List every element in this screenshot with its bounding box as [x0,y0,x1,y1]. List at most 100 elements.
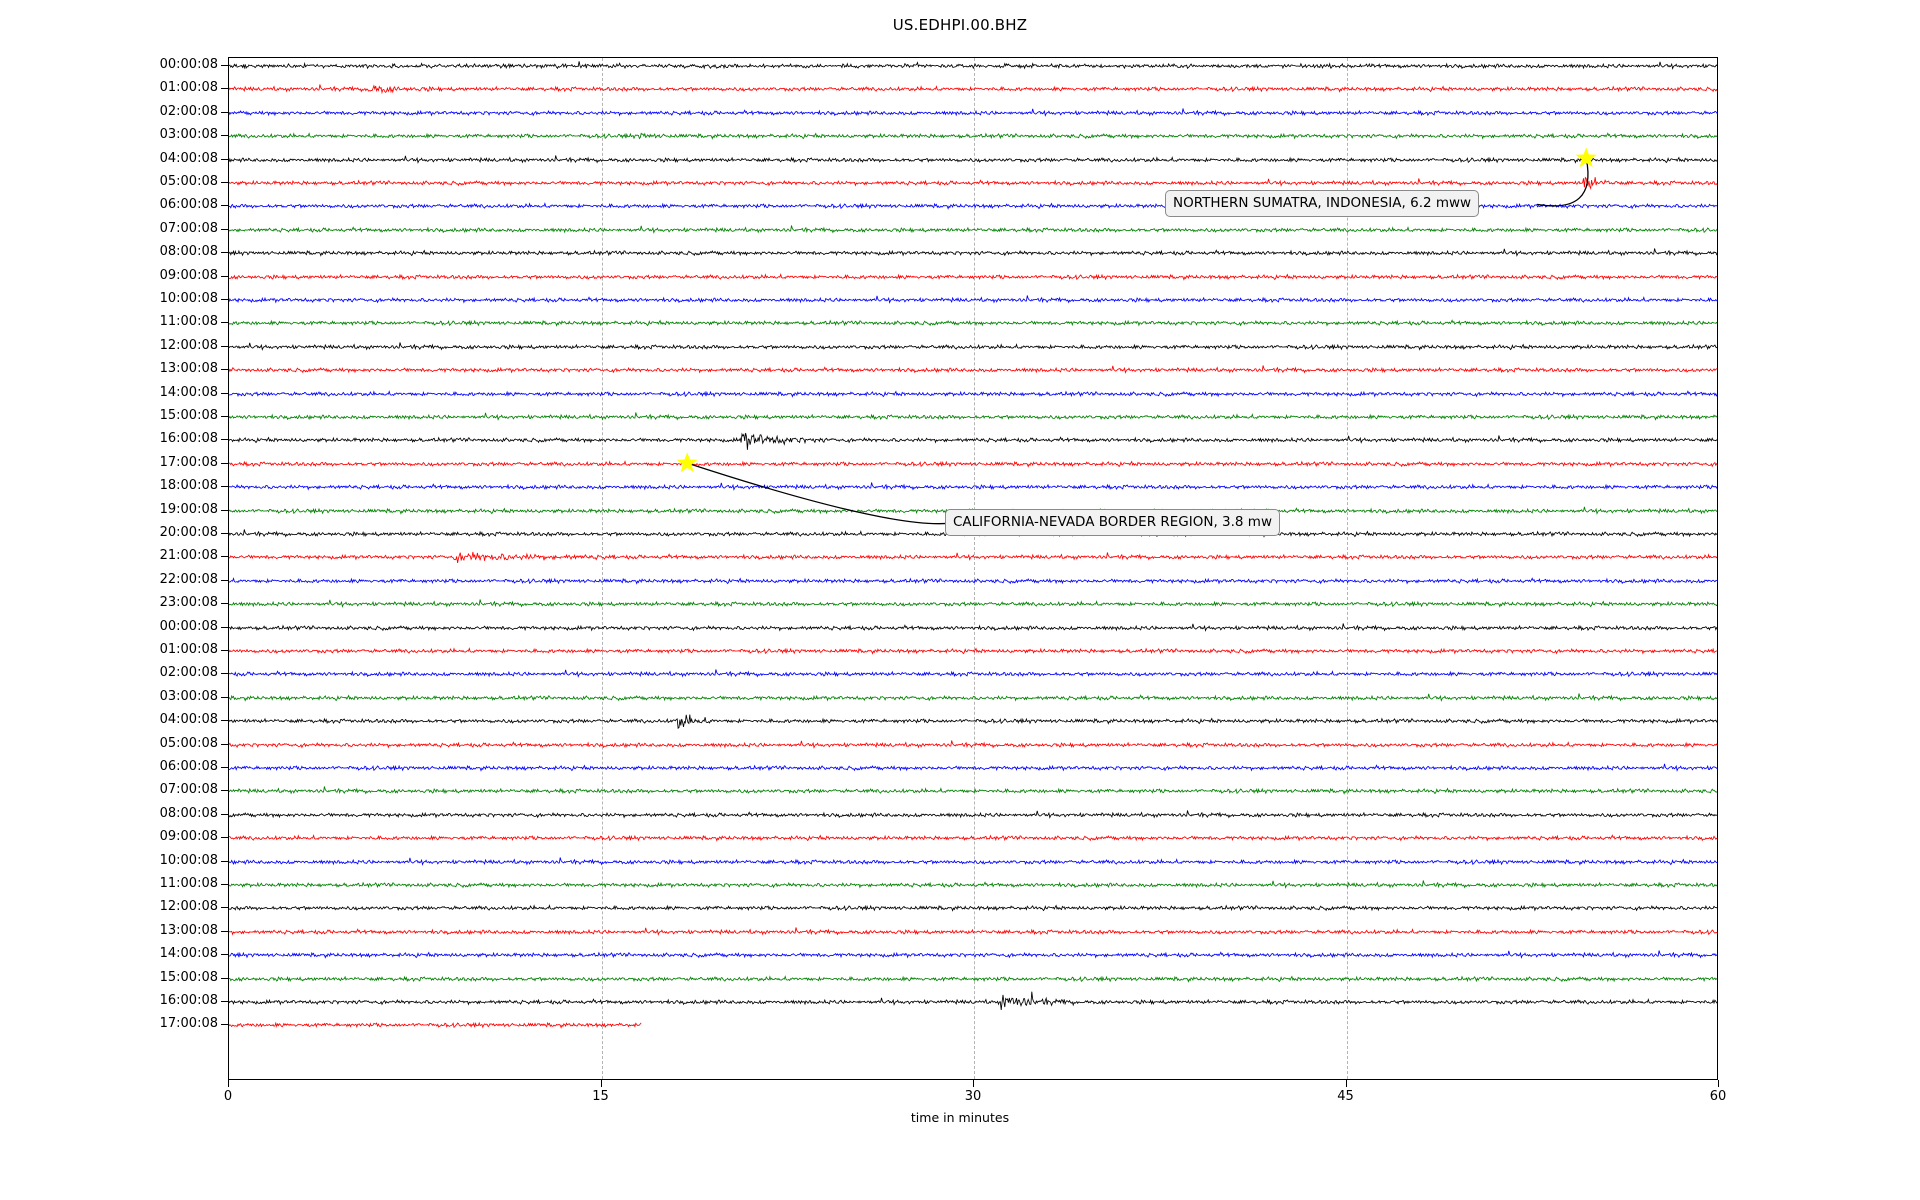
trace-path [229,389,1717,398]
trace-path [229,739,1717,749]
y-axis-tick-10 [221,299,229,300]
trace-row-26 [229,669,1717,679]
trace-path [229,834,1717,842]
y-axis-tick-label-29: 05:00:08 [159,735,218,751]
y-axis-tick-16 [221,439,229,441]
y-axis-tick-37 [221,930,229,932]
y-axis-tick-label-2: 02:00:08 [159,103,218,119]
star-shape [676,451,698,472]
x-axis-tick-label-60: 60 [1709,1089,1727,1104]
y-axis-tick-20 [221,533,229,534]
trace-row-31 [229,786,1717,796]
trace-row-32 [229,810,1717,819]
y-axis-tick-29 [221,743,229,745]
y-axis-tick-27 [221,696,229,698]
x-axis-tick-60 [1718,1080,1719,1087]
x-axis-tick-label-30: 30 [964,1089,982,1104]
grid-line-x-15 [601,58,603,1079]
trace-row-4 [229,154,1717,164]
trace-row-37 [229,927,1717,936]
page-title: US.EDHPI.00.BHZ [892,16,1028,34]
star-shape [1575,147,1597,168]
trace-row-5 [229,176,1717,191]
trace-row-41 [229,1021,642,1030]
y-axis-tick-label-31: 07:00:08 [159,782,218,798]
trace-path [229,248,1717,258]
y-axis-tick-label-23: 23:00:08 [159,595,218,611]
y-axis-tick-24 [221,626,229,628]
y-axis-tick-label-28: 04:00:08 [159,712,218,728]
trace-path [229,272,1717,281]
trace-row-15 [229,412,1717,421]
trace-path [229,61,1717,70]
y-axis-tick-label-20: 20:00:08 [159,525,218,540]
event-star-icon [1575,147,1597,168]
trace-path [229,669,1717,679]
trace-path [229,576,1717,585]
trace-path [229,856,1717,866]
y-axis-tick-label-10: 10:00:08 [159,291,218,306]
y-axis-tick-label-8: 08:00:08 [159,244,218,260]
trace-row-16 [229,432,1717,451]
y-axis-tick-label-32: 08:00:08 [159,805,218,821]
trace-path [229,714,1717,730]
y-axis-tick-label-21: 21:00:08 [159,548,218,564]
trace-path [229,84,1717,95]
annotation-leader-line-0 [1536,158,1589,207]
y-axis-tick-25 [221,650,229,651]
event-annotation-0[interactable]: NORTHERN SUMATRA, INDONESIA, 6.2 mww [1165,190,1480,217]
trace-path [229,552,1717,564]
y-axis-tick-8 [221,252,229,254]
y-axis-tick-31 [221,790,229,792]
grid-line-x-45 [1346,58,1348,1079]
plot-area [228,57,1718,1080]
trace-path [229,225,1717,234]
trace-row-39 [229,974,1717,983]
y-axis-tick-14 [221,392,229,394]
trace-row-14 [229,389,1717,398]
trace-row-34 [229,856,1717,866]
y-axis-tick-label-17: 17:00:08 [159,454,218,470]
y-axis-tick-40 [221,1001,229,1002]
trace-path [229,810,1717,819]
y-axis-tick-label-13: 13:00:08 [159,361,218,377]
y-axis-tick-label-11: 11:00:08 [159,314,218,330]
y-axis-tick-label-3: 03:00:08 [159,127,218,143]
y-axis-tick-label-38: 14:00:08 [159,946,218,962]
annotation-leader-line-1 [687,462,951,525]
plot-clip [229,58,1717,1079]
y-axis-tick-41 [221,1024,229,1026]
trace-row-35 [229,880,1717,889]
y-axis-tick-label-27: 03:00:08 [159,688,218,704]
trace-path [229,763,1717,772]
y-axis-tick-6 [221,205,229,207]
event-annotation-1[interactable]: CALIFORNIA-NEVADA BORDER REGION, 3.8 mw [945,509,1280,536]
y-axis-tick-label-7: 07:00:08 [159,220,218,236]
x-axis-tick-label-45: 45 [1337,1089,1354,1104]
trace-path [229,693,1717,702]
trace-row-7 [229,225,1717,234]
trace-path [229,904,1717,913]
y-axis-tick-label-41: 17:00:08 [159,1016,218,1032]
y-axis-tick-1 [221,88,229,90]
y-axis-tick-22 [221,579,229,581]
trace-path [229,974,1717,983]
y-axis-tick-label-16: 16:00:08 [159,431,218,447]
trace-path [229,991,1717,1010]
leader-path [687,462,951,525]
trace-path [229,154,1717,164]
trace-path [229,647,1717,655]
y-axis-tick-label-33: 09:00:08 [159,829,218,845]
y-axis-tick-label-18: 18:00:08 [159,478,218,494]
trace-row-25 [229,647,1717,655]
trace-row-18 [229,482,1717,492]
trace-path [229,432,1717,451]
y-axis-tick-0 [221,65,229,66]
trace-path [229,927,1717,936]
trace-row-13 [229,365,1717,375]
y-axis-tick-33 [221,837,229,839]
y-axis-tick-4 [221,158,229,160]
y-axis-tick-label-9: 09:00:08 [159,267,218,283]
y-axis-tick-label-14: 14:00:08 [159,384,218,400]
y-axis-tick-label-1: 01:00:08 [159,80,218,96]
